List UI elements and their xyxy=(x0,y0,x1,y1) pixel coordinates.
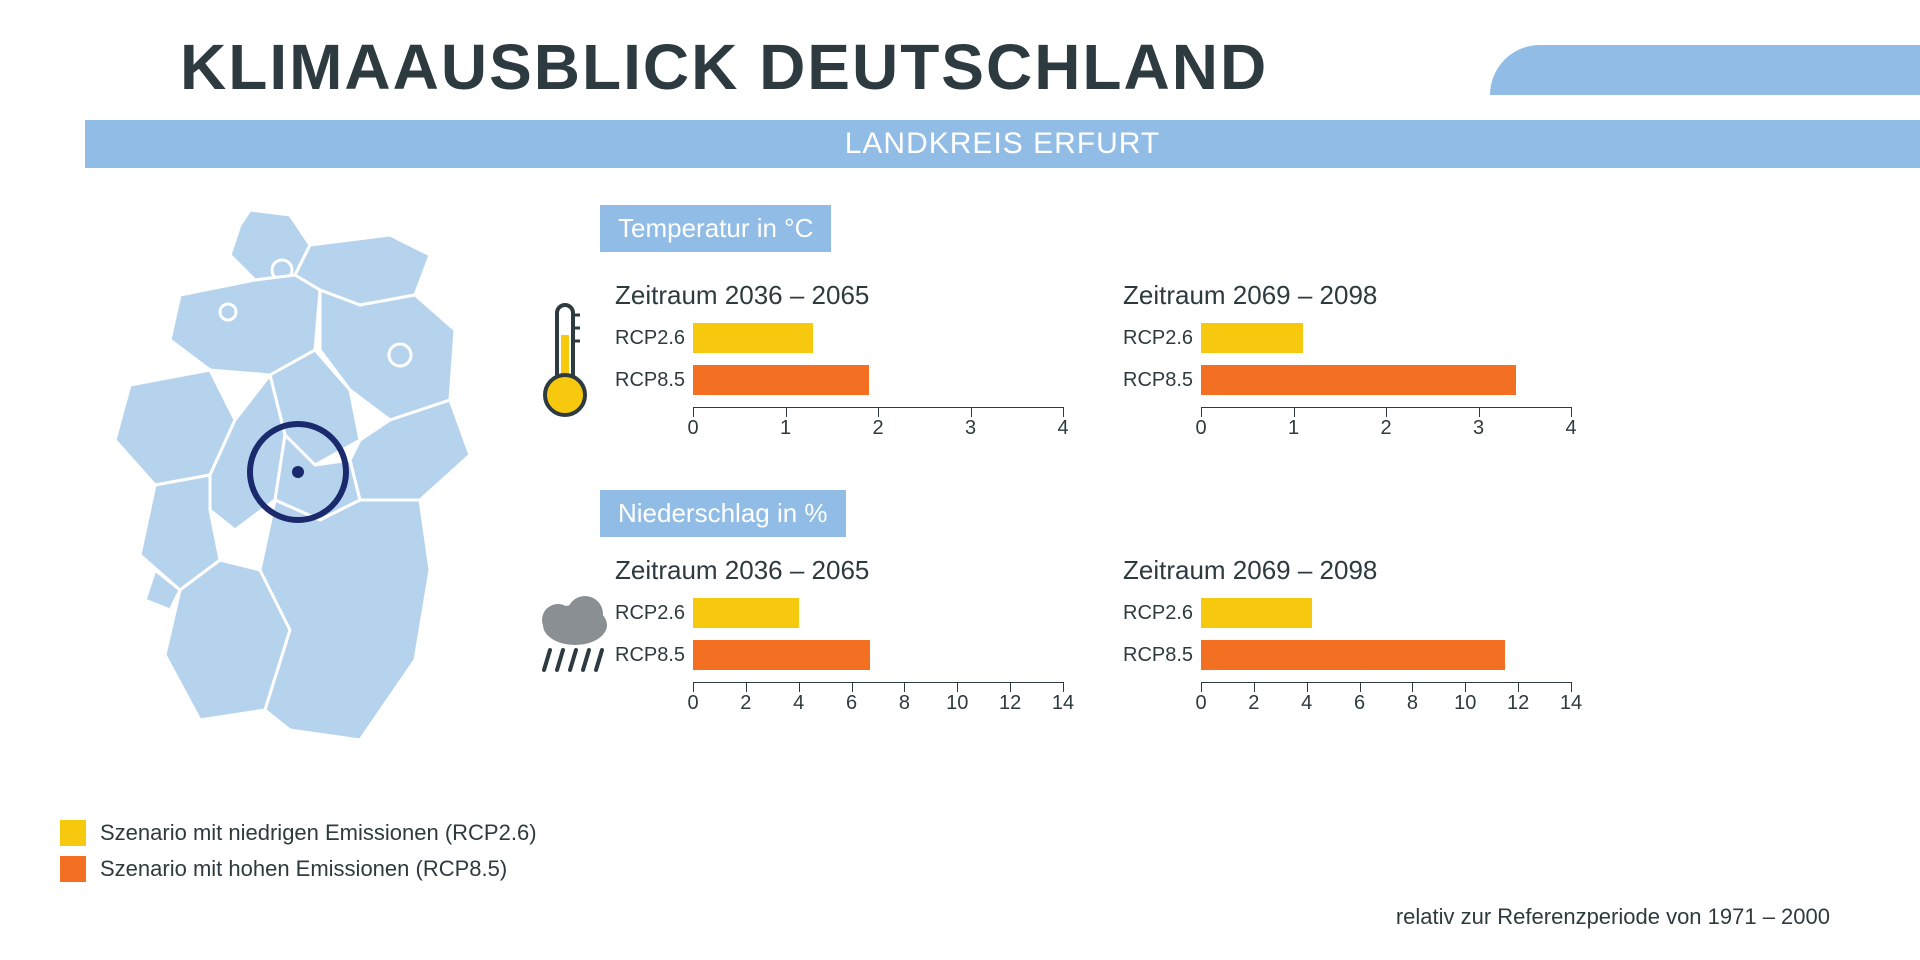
germany-map xyxy=(60,200,510,790)
chart-axis: 02468101214 xyxy=(693,682,1063,712)
tick-label: 0 xyxy=(687,417,698,440)
legend-row-rcp85: Szenario mit hohen Emissionen (RCP8.5) xyxy=(60,856,537,882)
tick-label: 10 xyxy=(946,692,968,715)
footer-note: relativ zur Referenzperiode von 1971 – 2… xyxy=(1396,904,1830,930)
chart-block: Zeitraum 2036 – 2065RCP2.6RCP8.501234 xyxy=(615,280,1063,437)
bar xyxy=(1201,365,1516,395)
series-label: RCP2.6 xyxy=(1123,327,1201,350)
bar xyxy=(693,640,870,670)
series-label: RCP2.6 xyxy=(615,602,693,625)
precipitation-panel: Niederschlag in % xyxy=(600,490,846,551)
tick-label: 12 xyxy=(1507,692,1529,715)
period-title: Zeitraum 2036 – 2065 xyxy=(615,555,1063,586)
legend-label-rcp85: Szenario mit hohen Emissionen (RCP8.5) xyxy=(100,856,507,882)
bar-row: RCP2.6 xyxy=(1123,323,1571,353)
temperature-label: Temperatur in °C xyxy=(600,205,831,252)
period-title: Zeitraum 2036 – 2065 xyxy=(615,280,1063,311)
page-title: KLIMAAUSBLICK DEUTSCHLAND xyxy=(180,30,1268,104)
legend-label-rcp26: Szenario mit niedrigen Emissionen (RCP2.… xyxy=(100,820,537,846)
tick-label: 2 xyxy=(872,417,883,440)
temperature-panel: Temperatur in °C xyxy=(600,205,831,266)
tick-label: 1 xyxy=(1288,417,1299,440)
bar xyxy=(693,598,799,628)
series-label: RCP8.5 xyxy=(615,644,693,667)
bar xyxy=(693,365,869,395)
tick-label: 4 xyxy=(1057,417,1068,440)
bar-row: RCP8.5 xyxy=(615,640,1063,670)
bar xyxy=(1201,640,1505,670)
series-label: RCP2.6 xyxy=(1123,602,1201,625)
bar-row: RCP8.5 xyxy=(1123,640,1571,670)
tick-label: 8 xyxy=(1407,692,1418,715)
bar-row: RCP2.6 xyxy=(615,323,1063,353)
chart-axis: 01234 xyxy=(1201,407,1571,437)
temperature-charts: Zeitraum 2036 – 2065 RCP2.6 RCP8.5 0 1 2 3 4 Zei… xyxy=(615,280,1571,437)
period-title: Zeitraum 2069 – 2098 xyxy=(1123,280,1571,311)
tick-label: 1 xyxy=(780,417,791,440)
legend: Szenario mit niedrigen Emissionen (RCP2.… xyxy=(60,820,537,892)
tick-label: 2 xyxy=(1380,417,1391,440)
tick-label: 10 xyxy=(1454,692,1476,715)
tick-label: 2 xyxy=(740,692,751,715)
bar xyxy=(693,323,813,353)
tick-label: 4 xyxy=(793,692,804,715)
precipitation-charts: Zeitraum 2036 – 2065 RCP2.6 RCP8.5 0 2 4 6 8 10 1… xyxy=(615,555,1571,712)
precipitation-label: Niederschlag in % xyxy=(600,490,846,537)
series-label: RCP2.6 xyxy=(615,327,693,350)
tick-label: 0 xyxy=(1195,692,1206,715)
bar-row: RCP2.6 xyxy=(1123,598,1571,628)
tick-label: 14 xyxy=(1052,692,1074,715)
tick-label: 8 xyxy=(899,692,910,715)
tick-label: 3 xyxy=(1473,417,1484,440)
tick-label: 0 xyxy=(687,692,698,715)
subtitle-bar: LANDKREIS ERFURT xyxy=(85,120,1920,168)
subtitle-text: LANDKREIS ERFURT xyxy=(845,127,1161,161)
series-label: RCP8.5 xyxy=(1123,369,1201,392)
tick-label: 6 xyxy=(846,692,857,715)
period-title: Zeitraum 2069 – 2098 xyxy=(1123,555,1571,586)
page-title-wrap: KLIMAAUSBLICK DEUTSCHLAND xyxy=(180,30,1268,104)
bar xyxy=(1201,323,1303,353)
tick-label: 6 xyxy=(1354,692,1365,715)
rain-icon xyxy=(530,590,620,685)
chart-block: Zeitraum 2069 – 2098 RCP2.6 RCP8.5 0 2 4 6 8 10 1… xyxy=(1123,555,1571,712)
legend-swatch-rcp26 xyxy=(60,820,86,846)
bar-row: RCP8.5 xyxy=(1123,365,1571,395)
tick-label: 4 xyxy=(1565,417,1576,440)
legend-swatch-rcp85 xyxy=(60,856,86,882)
chart-block: Zeitraum 2069 – 2098RCP2.6RCP8.501234 xyxy=(1123,280,1571,437)
tick-label: 0 xyxy=(1195,417,1206,440)
tick-label: 14 xyxy=(1560,692,1582,715)
header-swoosh xyxy=(1490,45,1920,95)
chart-axis: 02468101214 xyxy=(1201,682,1571,712)
bar-row: RCP8.5 xyxy=(615,365,1063,395)
legend-row-rcp26: Szenario mit niedrigen Emissionen (RCP2.… xyxy=(60,820,537,846)
tick-label: 3 xyxy=(965,417,976,440)
tick-label: 12 xyxy=(999,692,1021,715)
series-label: RCP8.5 xyxy=(615,369,693,392)
tick-label: 4 xyxy=(1301,692,1312,715)
bar-row: RCP2.6 xyxy=(615,598,1063,628)
chart-block: Zeitraum 2036 – 2065 RCP2.6 RCP8.5 0 2 4 6 8 10 1… xyxy=(615,555,1063,712)
tick-label: 2 xyxy=(1248,692,1259,715)
series-label: RCP8.5 xyxy=(1123,644,1201,667)
thermometer-icon xyxy=(540,300,590,425)
bar xyxy=(1201,598,1312,628)
chart-axis: 01234 xyxy=(693,407,1063,437)
